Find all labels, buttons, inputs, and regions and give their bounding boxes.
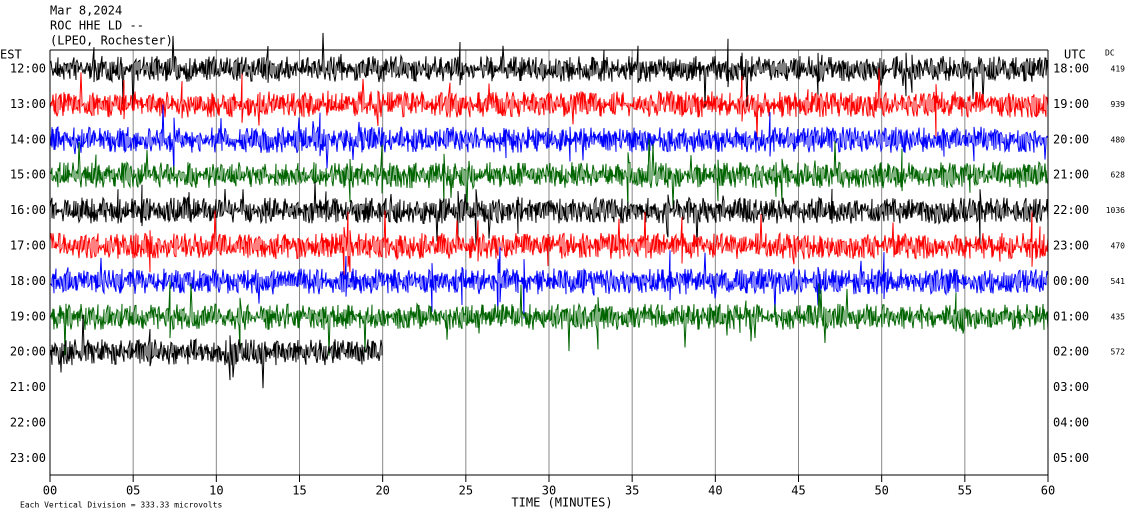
seismic-trace [49,246,1049,319]
seismic-trace [49,314,383,389]
x-tick-label: 35 [625,484,639,498]
dc-value: 435 [1111,312,1126,321]
utc-row-label: 02:00 [1053,345,1089,359]
x-tick-label: 10 [209,484,223,498]
est-row-label: 14:00 [10,132,46,146]
x-tick-label: 20 [375,484,389,498]
est-row-label: 17:00 [10,239,46,253]
utc-row-label: 01:00 [1053,309,1089,323]
x-tick-label: 30 [542,484,556,498]
left-axis-label: EST [0,48,22,62]
est-row-label: 19:00 [10,309,46,323]
est-row-label: 15:00 [10,168,46,182]
dc-value: 480 [1111,135,1126,144]
est-row-label: 22:00 [10,416,46,430]
x-tick-label: 00 [43,484,57,498]
est-row-label: 20:00 [10,345,46,359]
x-tick-label: 45 [791,484,805,498]
footnote: Each Vertical Division = 333.33 microvol… [20,501,222,510]
est-row-label: 21:00 [10,380,46,394]
utc-row-label: 04:00 [1053,416,1089,430]
seismic-trace [49,32,1049,108]
utc-row-label: 18:00 [1053,62,1089,76]
est-row-label: 16:00 [10,203,46,217]
seismic-trace [49,138,1049,214]
header-line: ROC HHE LD -- [50,19,144,33]
est-row-label: 23:00 [10,451,46,465]
dc-value: 939 [1111,100,1126,109]
seismic-trace [49,181,1049,247]
dc-value: 419 [1111,65,1126,74]
dc-label: DC [1105,49,1115,58]
est-row-label: 18:00 [10,274,46,288]
utc-row-label: 03:00 [1053,380,1089,394]
x-tick-label: 60 [1041,484,1055,498]
x-axis-label: TIME (MINUTES) [511,496,612,510]
utc-row-label: 05:00 [1053,451,1089,465]
utc-row-label: 23:00 [1053,239,1089,253]
x-tick-label: 15 [292,484,306,498]
header-line: Mar 8,2024 [50,4,122,18]
utc-row-label: 21:00 [1053,168,1089,182]
seismic-trace [49,68,1049,139]
x-tick-label: 55 [958,484,972,498]
est-row-label: 13:00 [10,97,46,111]
dc-value: 541 [1111,277,1126,286]
utc-row-label: 00:00 [1053,274,1089,288]
dc-value: 470 [1111,242,1126,251]
right-axis-label: UTC [1064,48,1086,62]
x-tick-label: 05 [126,484,140,498]
x-tick-label: 40 [708,484,722,498]
utc-row-label: 20:00 [1053,132,1089,146]
seismic-trace [49,104,1049,177]
x-tick-label: 25 [459,484,473,498]
est-row-label: 12:00 [10,62,46,76]
utc-row-label: 19:00 [1053,97,1089,111]
dc-value: 572 [1111,348,1126,357]
dc-value: 1036 [1106,206,1125,215]
utc-row-label: 22:00 [1053,203,1089,217]
header-line: (LPEO, Rochester) [50,34,173,48]
seismic-trace [49,210,1049,278]
dc-value: 628 [1111,171,1126,180]
x-tick-label: 50 [874,484,888,498]
seismic-trace [49,281,1049,356]
